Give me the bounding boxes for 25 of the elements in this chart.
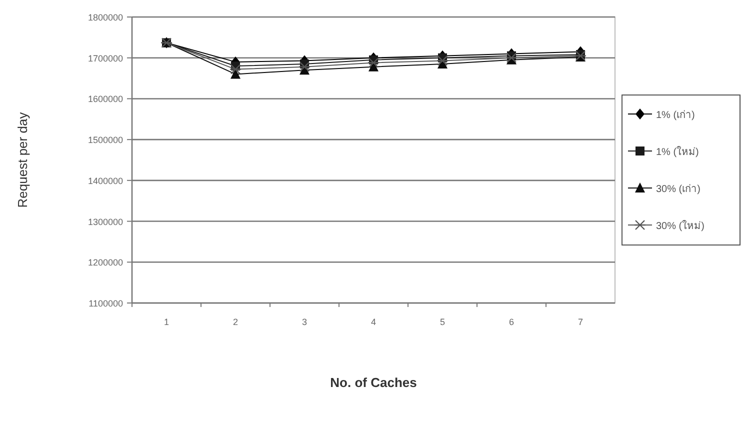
y-tick-label: 1700000 [88, 53, 123, 64]
point [298, 62, 311, 72]
x-tick-label: 3 [302, 317, 308, 327]
point [436, 56, 449, 66]
y-tick-label: 1400000 [88, 176, 123, 186]
y-tick-label: 1200000 [88, 258, 123, 268]
x-tick-label: 6 [508, 317, 514, 327]
y-tick-label: 1300000 [88, 216, 123, 227]
x-axis-title: No. of Caches [330, 375, 417, 390]
y-axis-title: Request per day [15, 112, 30, 208]
x-tick-label: 5 [440, 317, 446, 327]
legend-label: 1% (ใหม่) [656, 146, 699, 158]
y-tick-label: 1100000 [88, 298, 123, 308]
x-tick-label: 1 [164, 317, 170, 327]
x-tick-label: 4 [370, 317, 376, 327]
legend-label: 1% (เก่า) [656, 110, 695, 121]
x-tick-label: 2 [232, 317, 238, 327]
point [229, 64, 242, 74]
y-tick-label: 1600000 [88, 94, 123, 104]
legend-label: 30% (ใหม่) [656, 220, 704, 232]
y-tick-label: 1500000 [88, 135, 123, 146]
y-tick-label: 1800000 [88, 12, 123, 22]
x-tick-label: 7 [578, 317, 584, 327]
legend-label: 30% (เก่า) [656, 184, 700, 195]
point [367, 58, 380, 68]
